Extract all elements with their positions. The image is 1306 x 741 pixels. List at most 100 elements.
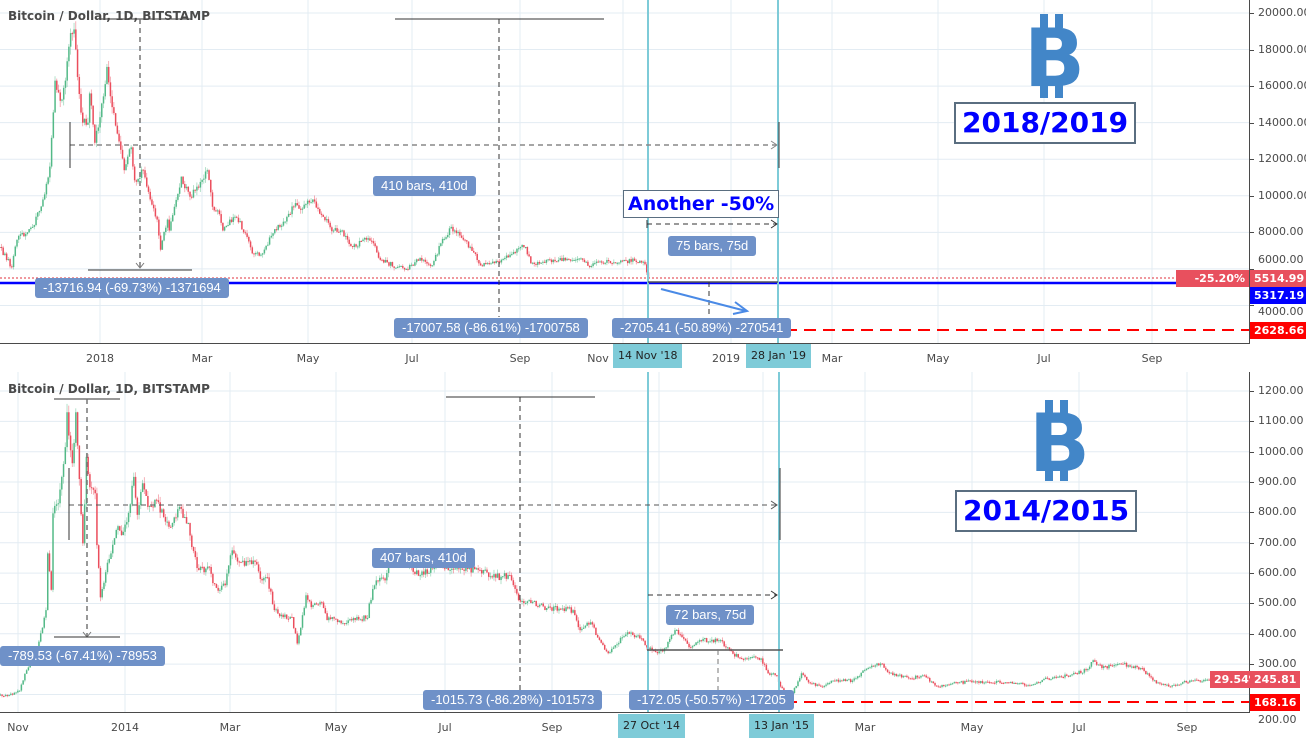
candle-body — [272, 233, 274, 236]
candle — [516, 585, 518, 596]
candle-body — [537, 605, 539, 607]
candle-body — [628, 632, 631, 634]
candle-body — [737, 654, 739, 658]
candle — [1139, 667, 1142, 671]
candle-body — [1132, 666, 1135, 669]
candle — [614, 645, 617, 649]
callout-text[interactable]: Another -50% — [623, 190, 780, 218]
candle — [988, 680, 991, 684]
candle-body — [43, 194, 46, 200]
candle-body — [59, 489, 61, 504]
candle — [498, 258, 501, 265]
candle — [971, 679, 973, 684]
candle — [517, 592, 520, 602]
candle-body — [497, 260, 499, 262]
candle-body — [355, 244, 357, 247]
candle-body — [509, 254, 511, 258]
candle-body — [1189, 680, 1191, 683]
candle — [524, 246, 527, 249]
candle — [47, 176, 49, 186]
price-chart-2018[interactable]: B — [0, 0, 1249, 343]
candle — [87, 117, 89, 126]
candle — [1136, 664, 1138, 669]
candle — [1174, 683, 1177, 688]
candle-body — [988, 681, 991, 683]
candle — [1196, 677, 1198, 681]
candle — [71, 443, 74, 467]
candle-body — [354, 618, 356, 620]
candle — [1153, 679, 1156, 682]
measure-label: -172.05 (-50.57%) -17205 — [629, 690, 794, 710]
candle-body — [218, 210, 221, 215]
candle-body — [453, 230, 456, 232]
candle-body — [995, 681, 998, 684]
candle — [1011, 681, 1014, 684]
candle — [197, 184, 200, 190]
candle-body — [1043, 678, 1045, 681]
candle-body — [89, 474, 91, 488]
candle — [498, 572, 501, 581]
candle — [489, 572, 492, 580]
arrow-down-right-icon[interactable] — [660, 288, 750, 315]
candle-body — [639, 260, 641, 263]
candle — [770, 672, 773, 677]
candle — [264, 574, 267, 583]
price-tick-label: 400.00 — [1258, 626, 1297, 640]
candle-body — [305, 204, 307, 206]
candle-body — [1185, 680, 1188, 683]
candle-body — [250, 560, 253, 565]
candle-body — [921, 675, 924, 677]
candle-body — [1018, 683, 1021, 685]
candle-body — [479, 263, 482, 266]
candle — [201, 562, 204, 570]
candle-body — [1051, 677, 1054, 679]
candle-body — [279, 224, 281, 227]
candle — [241, 220, 243, 230]
candle-body — [261, 253, 264, 255]
candle-body — [157, 500, 160, 503]
candle-body — [99, 117, 101, 128]
candle — [103, 580, 105, 591]
candle — [1008, 681, 1010, 684]
candle — [519, 246, 522, 251]
candle — [210, 179, 212, 197]
candle — [480, 567, 483, 578]
candle-body — [25, 670, 28, 674]
candle — [379, 575, 381, 586]
candle-body — [168, 521, 170, 527]
candle-body — [426, 261, 428, 264]
candle — [1092, 659, 1094, 664]
candle — [644, 259, 646, 266]
candle — [352, 616, 355, 623]
time-tick-label: May — [296, 352, 320, 365]
candle-body — [185, 517, 188, 524]
candle-body — [950, 683, 952, 685]
period-badge[interactable]: 2018/2019 — [954, 102, 1137, 144]
candle-body — [1004, 682, 1007, 684]
candle — [50, 570, 53, 591]
period-badge[interactable]: 2014/2015 — [955, 490, 1138, 532]
price-chart-2014[interactable]: B — [0, 372, 1249, 712]
candle-body — [749, 657, 752, 659]
candle — [314, 602, 316, 606]
candle — [1109, 663, 1112, 667]
candle — [907, 675, 910, 680]
candle-body — [382, 577, 385, 579]
candle — [1120, 662, 1123, 665]
candle — [308, 199, 311, 206]
candle-body — [535, 263, 537, 265]
candle-body — [1143, 668, 1145, 671]
candle — [419, 257, 421, 261]
candle-body — [621, 260, 624, 262]
candle-body — [842, 679, 845, 681]
candle — [566, 257, 568, 261]
candle-body — [73, 442, 75, 464]
candle-body — [575, 259, 577, 261]
candle — [1078, 669, 1080, 675]
candle — [586, 621, 588, 627]
candle — [885, 666, 887, 671]
candle-body — [144, 170, 146, 178]
candle — [751, 655, 754, 659]
candle-body — [697, 641, 699, 643]
candle-body — [848, 679, 850, 681]
